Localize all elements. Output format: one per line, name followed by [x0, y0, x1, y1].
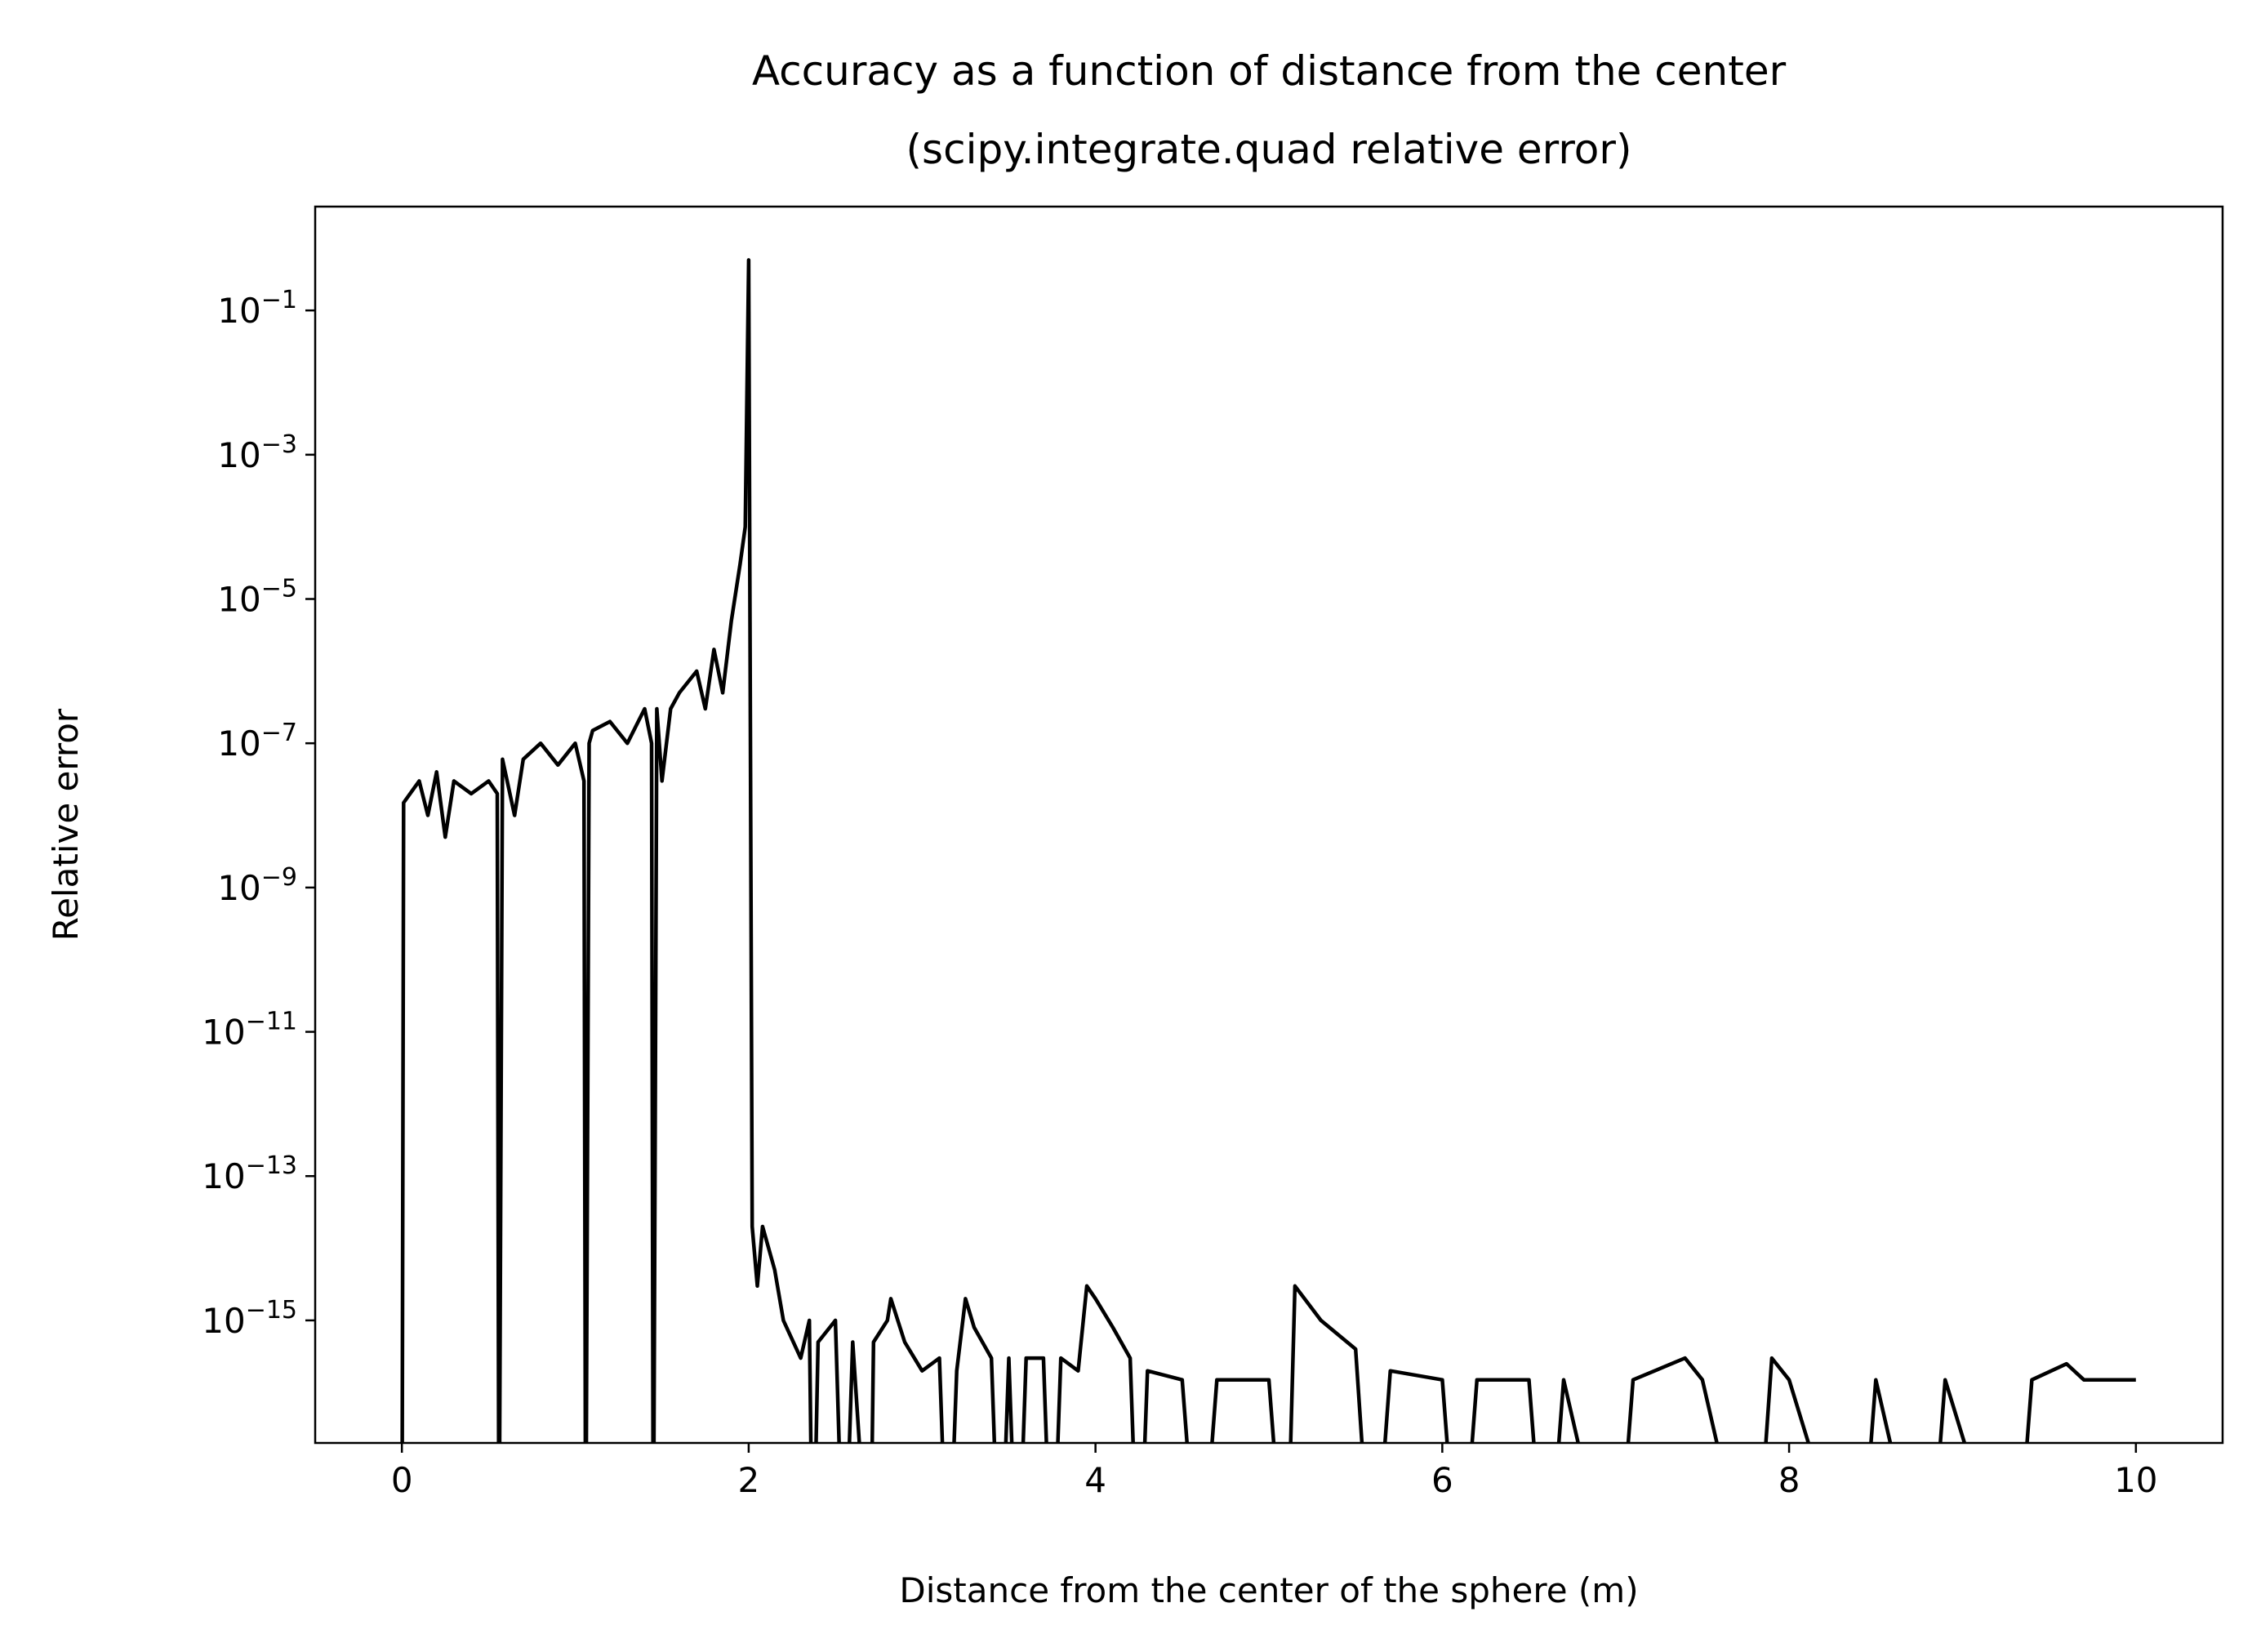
plot-area [400, 258, 2136, 1443]
chart-title: Accuracy as a function of distance from … [752, 47, 1787, 95]
x-tick-label: 8 [1778, 1460, 1800, 1500]
x-tick-label: 4 [1084, 1460, 1106, 1500]
y-tick-label: 10−9 [217, 863, 297, 908]
x-axis-label: Distance from the center of the sphere (… [899, 1570, 1638, 1610]
x-tick-label: 0 [391, 1460, 413, 1500]
chart-subtitle: (scipy.integrate.quad relative error) [906, 126, 1632, 173]
y-tick-label: 10−5 [217, 575, 297, 620]
y-axis-label: Relative error [46, 708, 86, 941]
x-tick-label: 2 [738, 1460, 760, 1500]
x-tick-label: 10 [2114, 1460, 2157, 1500]
data-line [400, 258, 2136, 1443]
x-tick-label: 6 [1431, 1460, 1453, 1500]
axes-frame [314, 205, 2224, 1445]
